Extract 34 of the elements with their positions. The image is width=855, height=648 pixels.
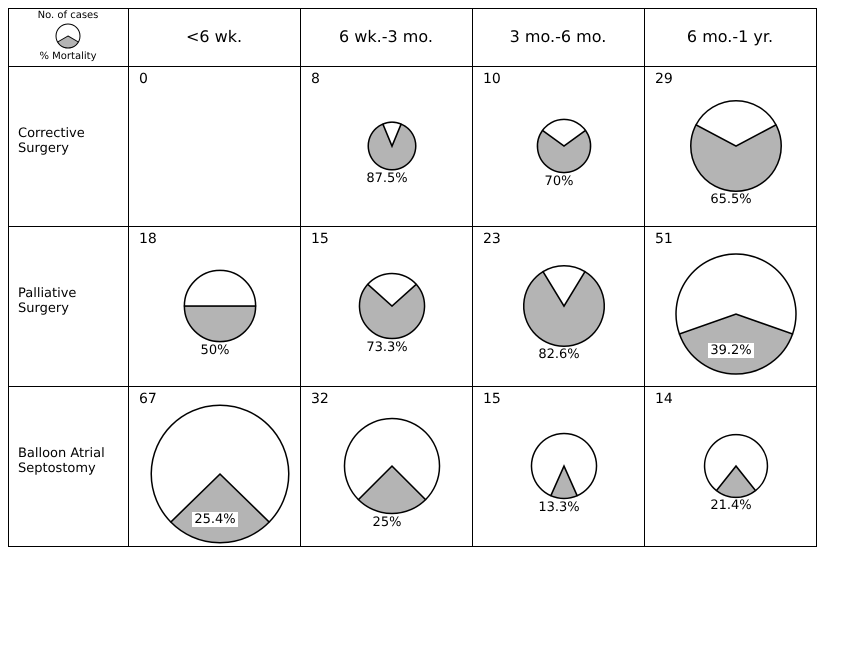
chart-title: 23 <box>483 231 501 247</box>
chart-title: 8 <box>311 71 320 87</box>
data-label: 82.6% <box>537 347 581 362</box>
chart-title: 29 <box>655 71 673 87</box>
category-label: <6 wk. <box>184 26 244 48</box>
data-label: 65.5% <box>709 192 753 208</box>
chart-title: 51 <box>655 231 673 247</box>
data-label: 25.4% <box>192 512 238 527</box>
category-label: Balloon Atrial Septostomy <box>18 446 105 476</box>
data-label: 70% <box>544 174 574 189</box>
category-label: Corrective Surgery <box>18 126 85 156</box>
chart-title: 10 <box>483 71 501 87</box>
data-label: 21.4% <box>709 498 753 514</box>
data-label: 25% <box>372 514 402 530</box>
chart-title: 14 <box>655 391 673 407</box>
category-label: Palliative Surgery <box>18 286 76 316</box>
category-label: 3 mo.-6 mo. <box>508 26 608 48</box>
pie-slice <box>368 123 416 170</box>
data-label: 39.2% <box>708 342 754 358</box>
text: 0 <box>139 71 148 87</box>
data-label: 73.3% <box>365 340 409 355</box>
pie-slice <box>530 432 598 496</box>
data-label: 13.3% <box>537 500 581 515</box>
legend-title: No. of cases <box>36 10 100 21</box>
category-label: 6 mo.-1 yr. <box>686 26 774 48</box>
data-label: 50% <box>200 342 230 358</box>
data-label: 87.5% <box>365 170 409 186</box>
category-label: 6 wk.-3 mo. <box>338 26 434 48</box>
chart-title: 67 <box>139 391 157 407</box>
chart-title: 32 <box>311 391 329 407</box>
chart-title: 15 <box>483 391 501 407</box>
text: % Mortality <box>38 51 98 62</box>
chart-title: 15 <box>311 231 329 247</box>
chart-title: 18 <box>139 231 157 247</box>
